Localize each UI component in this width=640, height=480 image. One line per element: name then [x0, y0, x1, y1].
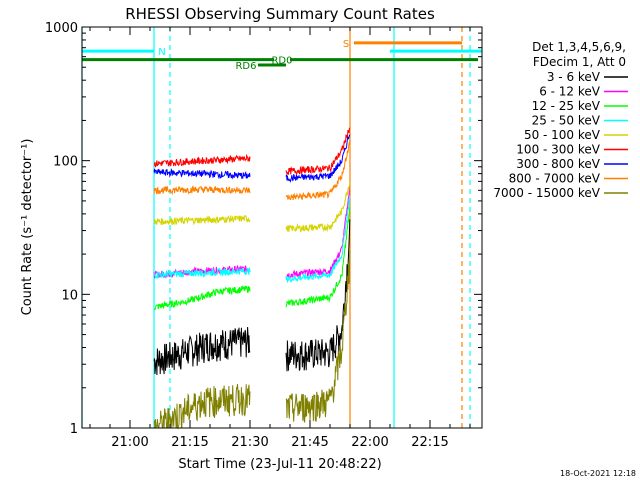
mode-label-s: S	[343, 39, 349, 50]
series-line-2-b	[285, 206, 351, 308]
series-line-7-a	[153, 185, 251, 196]
legend-entry-label: 300 - 800 keV	[516, 157, 600, 171]
axis-ticks: 1 10 100 1000 21:00 21:15 21:30 21:45 22:00 22:15	[45, 21, 482, 450]
legend-header-line: FDecim 1, Att 0	[533, 55, 626, 69]
series-line-2-a	[153, 284, 251, 311]
legend-entry-label: 6 - 12 keV	[539, 85, 601, 99]
series-line-6-b	[285, 134, 351, 183]
series-line-0-a	[153, 326, 251, 376]
series-line-4-b	[285, 181, 351, 233]
legend-entry-label: 100 - 300 keV	[516, 143, 600, 157]
series-line-0-b	[285, 219, 351, 372]
legend-entry-label: 25 - 50 keV	[532, 114, 601, 128]
legend-entry-label: 3 - 6 keV	[547, 70, 601, 84]
legend-entry-label: 800 - 7000 keV	[509, 172, 601, 186]
x-tick-label: 21:00	[111, 435, 148, 450]
series-line-6-a	[153, 168, 251, 180]
x-tick-label: 22:00	[351, 435, 388, 450]
series-line-4-a	[153, 214, 251, 226]
series-line-1-b	[285, 186, 351, 279]
chart-title: RHESSI Observing Summary Count Rates	[125, 5, 435, 23]
plot-area: N S RD0 RD6	[81, 27, 482, 430]
series-line-3-a	[153, 267, 251, 280]
y-tick-label: 10	[61, 288, 78, 303]
y-tick-label: 100	[53, 155, 78, 170]
series-line-5-b	[285, 127, 351, 176]
legend-entry-label: 7000 - 15000 keV	[493, 186, 600, 200]
mode-label-rd0: RD0	[271, 56, 292, 67]
x-tick-label: 22:15	[411, 435, 448, 450]
series-line-5-a	[153, 153, 251, 168]
x-axis-label: Start Time (23-Jul-11 20:48:22)	[178, 457, 381, 472]
mode-label-n: N	[158, 47, 165, 58]
x-tick-label: 21:15	[171, 435, 208, 450]
legend: Det 1,3,4,5,6,9,FDecim 1, Att 03 - 6 keV…	[493, 40, 628, 200]
mode-label-rd6: RD6	[235, 61, 256, 72]
legend-entry-label: 50 - 100 keV	[524, 128, 601, 142]
series-line-7-b	[285, 139, 351, 201]
legend-entry-label: 12 - 25 keV	[532, 99, 601, 113]
timestamp: 18-Oct-2021 12:18	[560, 469, 636, 478]
x-tick-label: 21:45	[291, 435, 328, 450]
x-tick-label: 21:30	[231, 435, 268, 450]
y-tick-label: 1000	[45, 21, 78, 36]
plot-frame	[81, 26, 483, 429]
series-line-8-b	[285, 250, 351, 423]
y-axis-label: Count Rate (s⁻¹ detector⁻¹)	[20, 139, 35, 316]
y-tick-label: 1	[70, 422, 78, 437]
series-line-3-b	[285, 195, 351, 283]
series-line-8-a	[153, 383, 251, 430]
legend-header-line: Det 1,3,4,5,6,9,	[532, 40, 626, 54]
